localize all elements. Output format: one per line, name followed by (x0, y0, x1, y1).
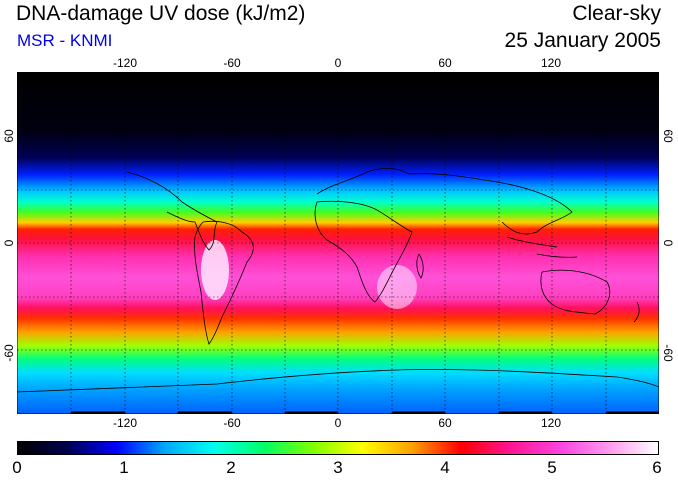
coast-north-america (126, 171, 218, 251)
coast-south-america (194, 220, 254, 345)
lon-label-top-120: 120 (540, 56, 562, 70)
lat-label-left-60: 60 (2, 129, 16, 143)
source-label: MSR - KNMI (17, 31, 113, 50)
colorbar (17, 441, 659, 455)
lon-label-bottom-0: 0 (334, 416, 342, 430)
lon-label-top-m120: -120 (112, 56, 138, 70)
lon-label-top-60: 60 (438, 56, 452, 70)
coast-madagascar (416, 253, 424, 279)
map-title: DNA-damage UV dose (kJ/m2) (16, 2, 306, 25)
colorbar-tick-3: 3 (333, 458, 343, 477)
coast-asia (408, 173, 573, 235)
lon-label-top-0: 0 (334, 56, 342, 70)
lat-label-left-m60: -60 (2, 344, 16, 362)
coast-new-zealand (633, 301, 640, 323)
lat-label-left-0: 0 (2, 239, 16, 247)
lon-label-bottom-m60: -60 (223, 416, 241, 430)
lon-label-bottom-60: 60 (438, 416, 452, 430)
uv-dose-map (17, 72, 659, 414)
gridlines (17, 72, 659, 414)
lon-label-bottom-120: 120 (540, 416, 562, 430)
coast-antarctica (17, 369, 659, 393)
lat-label-right-60: 60 (661, 129, 675, 143)
lon-label-bottom-m120: -120 (112, 416, 138, 430)
southern-africa-high-dose-patch (377, 265, 417, 309)
andes-high-dose-patch (201, 240, 229, 300)
coastlines (17, 168, 659, 393)
frame-ticks (71, 72, 659, 414)
colorbar-tick-0: 0 (12, 458, 22, 477)
colorbar-tick-6: 6 (652, 458, 662, 477)
lon-label-top-m60: -60 (223, 56, 241, 70)
lat-label-right-0: 0 (661, 239, 675, 247)
coast-africa (314, 200, 413, 303)
coast-europe (316, 168, 410, 195)
colorbar-tick-1: 1 (119, 458, 129, 477)
colorbar-tick-2: 2 (226, 458, 236, 477)
date-label: 25 January 2005 (504, 29, 661, 52)
colorbar-tick-4: 4 (440, 458, 450, 477)
colorbar-tick-5: 5 (547, 458, 557, 477)
sky-condition-label: Clear-sky (572, 2, 661, 25)
lat-label-right-m60: -60 (661, 344, 675, 362)
